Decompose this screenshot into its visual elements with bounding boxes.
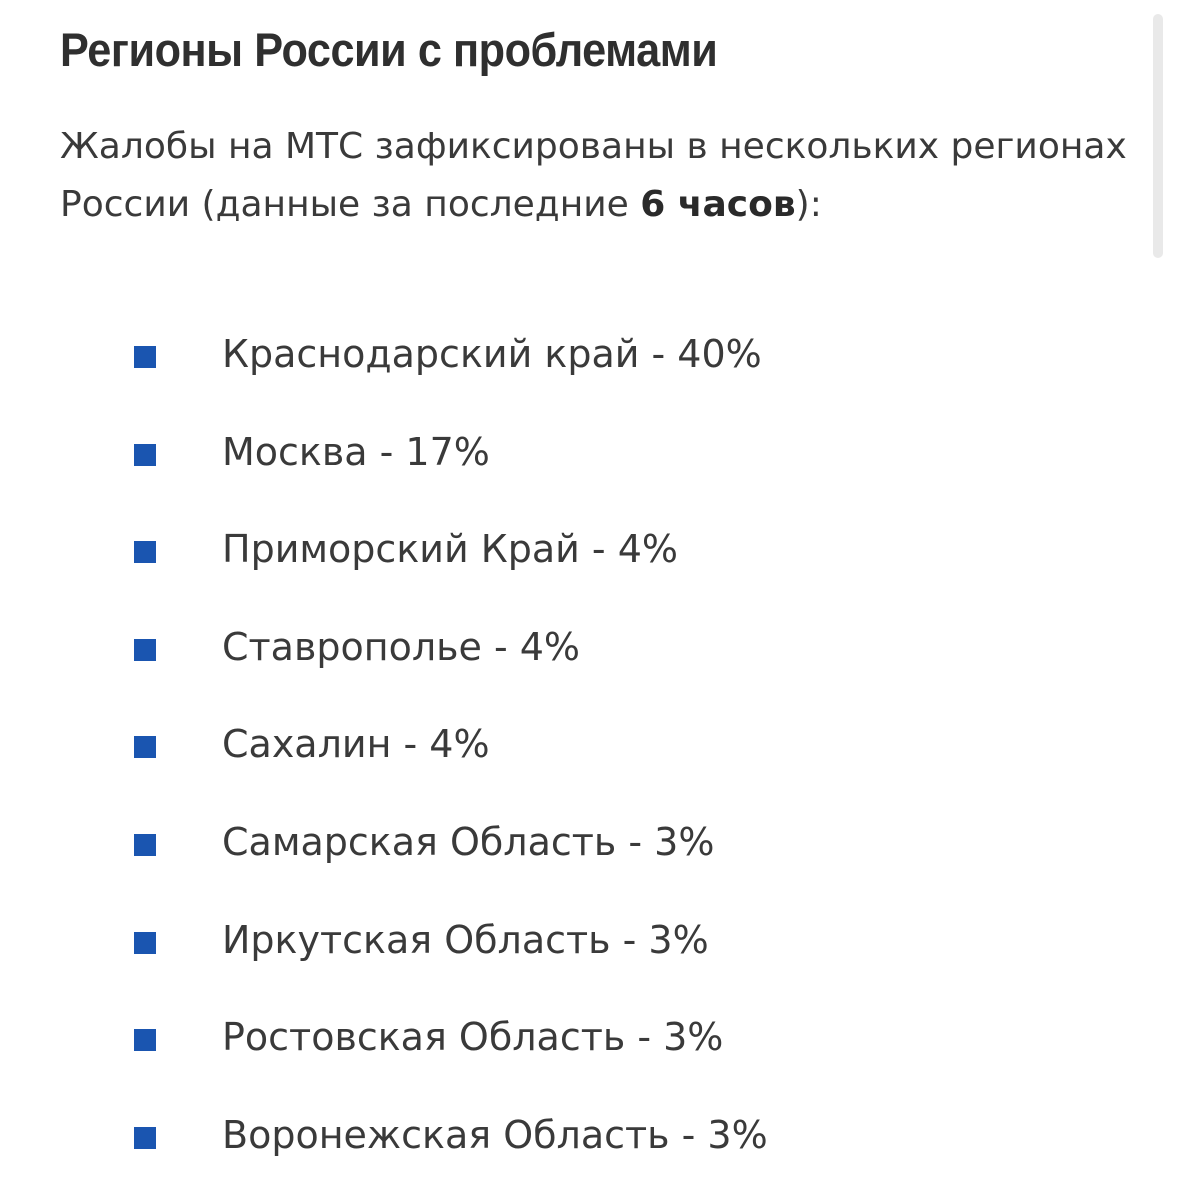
- region-label: Иркутская Область - 3%: [222, 917, 709, 962]
- intro-text-lead: Жалобы на МТС зафиксированы в нескольких…: [60, 126, 1127, 225]
- region-label: Приморский Край - 4%: [222, 527, 678, 572]
- region-label: Ставрополье - 4%: [222, 624, 581, 669]
- region-label: Ростовская Область - 3%: [222, 1015, 724, 1060]
- region-label: Краснодарский край - 40%: [222, 332, 762, 376]
- square-bullet-icon: [134, 736, 156, 759]
- square-bullet-icon: [134, 833, 156, 856]
- intro-time-period: 6 часов: [640, 184, 796, 225]
- square-bullet-icon: [134, 931, 156, 954]
- region-label: Самарская Область - 3%: [222, 819, 715, 864]
- intro-text: Жалобы на МТС зафиксированы в нескольких…: [60, 118, 1150, 234]
- region-label: Москва - 17%: [222, 429, 490, 474]
- region-label: Сахалин - 4%: [222, 722, 490, 767]
- intro-text-tail: ):: [795, 184, 822, 225]
- scrollbar[interactable]: [1153, 14, 1163, 258]
- square-bullet-icon: [134, 1126, 156, 1149]
- square-bullet-icon: [134, 1029, 156, 1052]
- square-bullet-icon: [134, 443, 156, 466]
- square-bullet-icon: [134, 541, 156, 564]
- page-title: Регионы России с проблемами: [60, 23, 718, 76]
- square-bullet-icon: [134, 346, 156, 368]
- square-bullet-icon: [134, 638, 156, 661]
- region-label: Воронежская Область - 3%: [222, 1112, 768, 1157]
